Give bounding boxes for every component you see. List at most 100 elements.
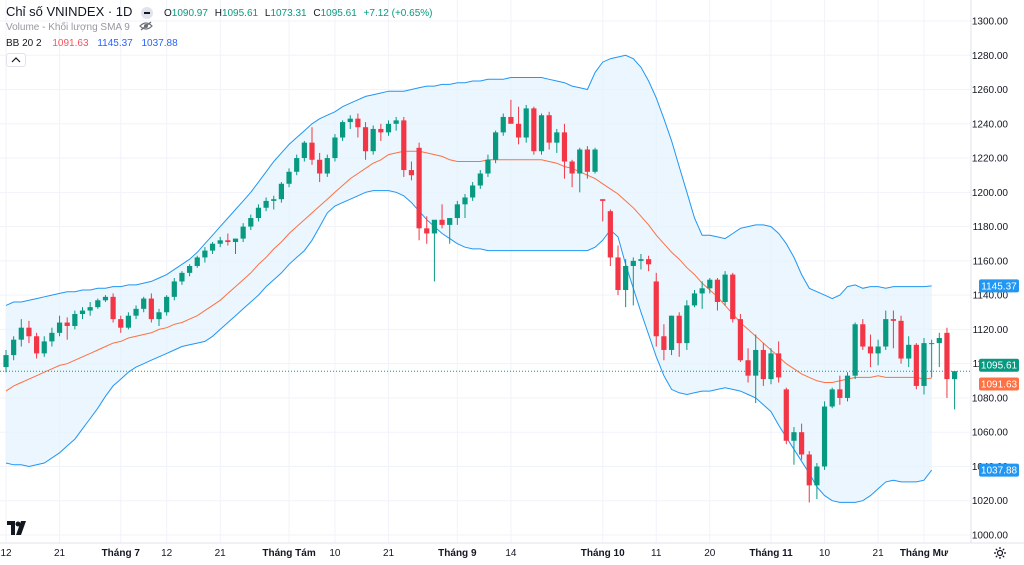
gear-icon[interactable] [993,546,1007,565]
more-options-icon[interactable] [141,7,154,20]
candle [141,296,147,313]
candle-body [783,389,789,441]
high-value: 1095.61 [221,8,259,19]
candle-body [768,353,774,380]
candle-body [630,260,636,267]
candle-body [133,308,139,316]
candle [821,401,828,470]
candle-body [821,406,828,467]
candle [110,293,116,323]
candle [133,305,139,320]
candle [523,104,529,143]
x-tick-label: 10 [329,548,341,559]
candle-body [248,218,254,227]
candle-body [493,132,499,160]
candle-body [776,353,782,378]
candle-body [401,120,407,171]
candle [332,134,338,162]
candle-body [867,346,874,354]
eye-icon[interactable] [138,21,153,34]
candle [64,317,70,340]
candle [829,387,835,409]
candle [493,130,499,164]
candle-body [263,200,269,208]
candle-body [745,360,751,376]
candle [179,271,185,285]
candle [592,147,598,174]
candle [370,125,376,155]
candle-body [730,274,736,320]
x-tick-label: 21 [873,548,885,559]
candle [661,324,667,361]
x-tick-label: 10 [819,548,831,559]
candle [301,140,307,162]
candle-body [34,336,40,354]
candle-body [523,108,529,138]
candle [691,289,698,308]
bollinger-lower-line [5,190,933,503]
y-tick-label: 1220.00 [972,154,1009,165]
x-tick-label: 14 [505,548,517,559]
candle-body [584,149,590,172]
bb-indicator-label[interactable]: BB 20 2 [6,38,42,49]
ohlc-open: O1090.97 [164,8,211,19]
candle-body [592,149,598,172]
candle [837,375,843,405]
y-tick-label: 1300.00 [972,17,1009,28]
candle [852,322,858,380]
price-label-bg [979,279,1019,293]
candle [79,307,86,320]
y-tick-label: 1120.00 [973,325,1009,336]
ohlc-high: H1095.61 [215,8,261,19]
candle-body [623,266,629,290]
candle-body [714,279,721,302]
candle [806,451,812,503]
candle-body [240,226,246,239]
candle-body [875,346,881,354]
candle-body [615,257,621,290]
time-axis[interactable]: 12 21 Tháng 7 12 21 Tháng Tám 10 21 Tháng 9 14 Thá… [0,548,948,559]
candle-body [118,319,124,328]
candle-body [362,127,369,152]
candle [546,111,552,150]
candle [362,122,369,160]
candle [913,343,919,390]
price-label-text: 1037.88 [981,466,1018,477]
candle-body [278,183,284,200]
candle-body [217,240,223,244]
candle [898,315,904,364]
x-tick-label: 12 [161,548,173,559]
candle-body [653,281,659,337]
candle-body [125,315,131,328]
candle-body [164,296,170,313]
candle-body [844,375,851,398]
candle [944,327,950,398]
y-tick-label: 1160.00 [973,256,1009,267]
symbol-title[interactable]: Chỉ số VNINDEX · 1D [6,4,133,19]
y-tick-label: 1000.00 [972,531,1009,542]
candle-body [852,324,858,376]
candle [668,315,675,356]
candle [378,123,384,141]
candle [584,146,590,179]
candle-body [546,115,552,143]
candle-body [470,185,476,198]
candle [477,170,483,189]
collapse-legend-button[interactable] [6,53,26,67]
candle-body [332,137,338,159]
candle [615,245,621,296]
x-tick-label: 20 [704,548,716,559]
candle [722,271,728,306]
tradingview-logo-icon[interactable] [7,521,27,540]
candle-body [95,300,101,308]
bb-upper-value: 1145.37 [97,38,133,49]
candle-body [41,341,47,354]
candle-body [829,389,835,407]
x-tick-label: 21 [54,548,66,559]
volume-indicator-label[interactable]: Volume - Khối lượng SMA 9 [6,22,130,34]
candle-body [569,161,575,174]
candle-body [171,281,177,297]
candle [929,339,935,378]
price-axis[interactable]: 1300.00 1280.00 1260.00 1240.00 1220.00 1200.… [972,17,1009,542]
